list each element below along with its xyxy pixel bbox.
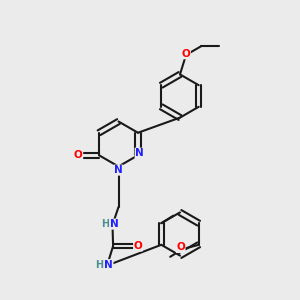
Text: O: O <box>74 150 83 160</box>
Text: N: N <box>114 165 123 175</box>
Text: O: O <box>134 241 142 251</box>
Text: N: N <box>110 219 118 229</box>
Text: H: H <box>95 260 104 270</box>
Text: O: O <box>176 242 185 253</box>
Text: N: N <box>135 148 144 158</box>
Text: N: N <box>104 260 113 270</box>
Text: H: H <box>101 219 109 229</box>
Text: O: O <box>182 49 190 59</box>
